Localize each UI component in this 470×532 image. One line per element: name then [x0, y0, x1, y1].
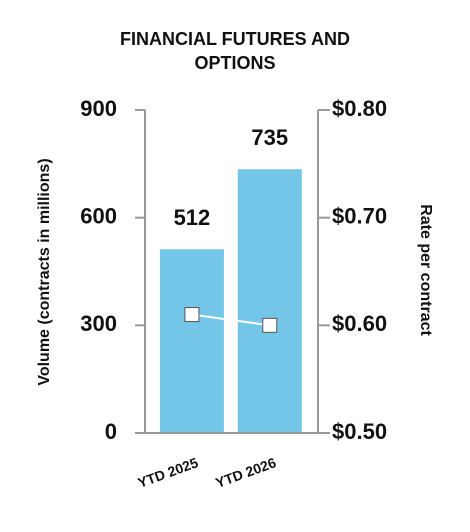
y2-tick-label: $0.70: [332, 203, 387, 228]
chart-title: FINANCIAL FUTURES AND OPTIONS: [120, 29, 350, 73]
y2-tick-label: $0.80: [332, 96, 387, 121]
y2-tick-label: $0.60: [332, 311, 387, 336]
line-marker: [184, 307, 200, 323]
value-label: 735: [251, 125, 288, 150]
line: [191, 313, 270, 327]
y-axis-title: Volume (contracts in millions): [36, 158, 53, 385]
x-tick-label: YTD 2026: [213, 454, 278, 491]
y-tick-label: 900: [80, 96, 117, 121]
y-tick-label: 0: [105, 419, 117, 444]
x-tick-label: YTD 2025: [136, 454, 201, 491]
y-tick-label: 300: [80, 311, 117, 336]
line-marker: [262, 317, 278, 333]
bar: [237, 169, 302, 433]
y2-axis-title: Rate per contract: [417, 204, 434, 336]
y-tick-label: 600: [80, 203, 117, 228]
bar: [159, 249, 224, 433]
value-label: 512: [174, 205, 211, 230]
y2-tick-label: $0.50: [332, 419, 387, 444]
